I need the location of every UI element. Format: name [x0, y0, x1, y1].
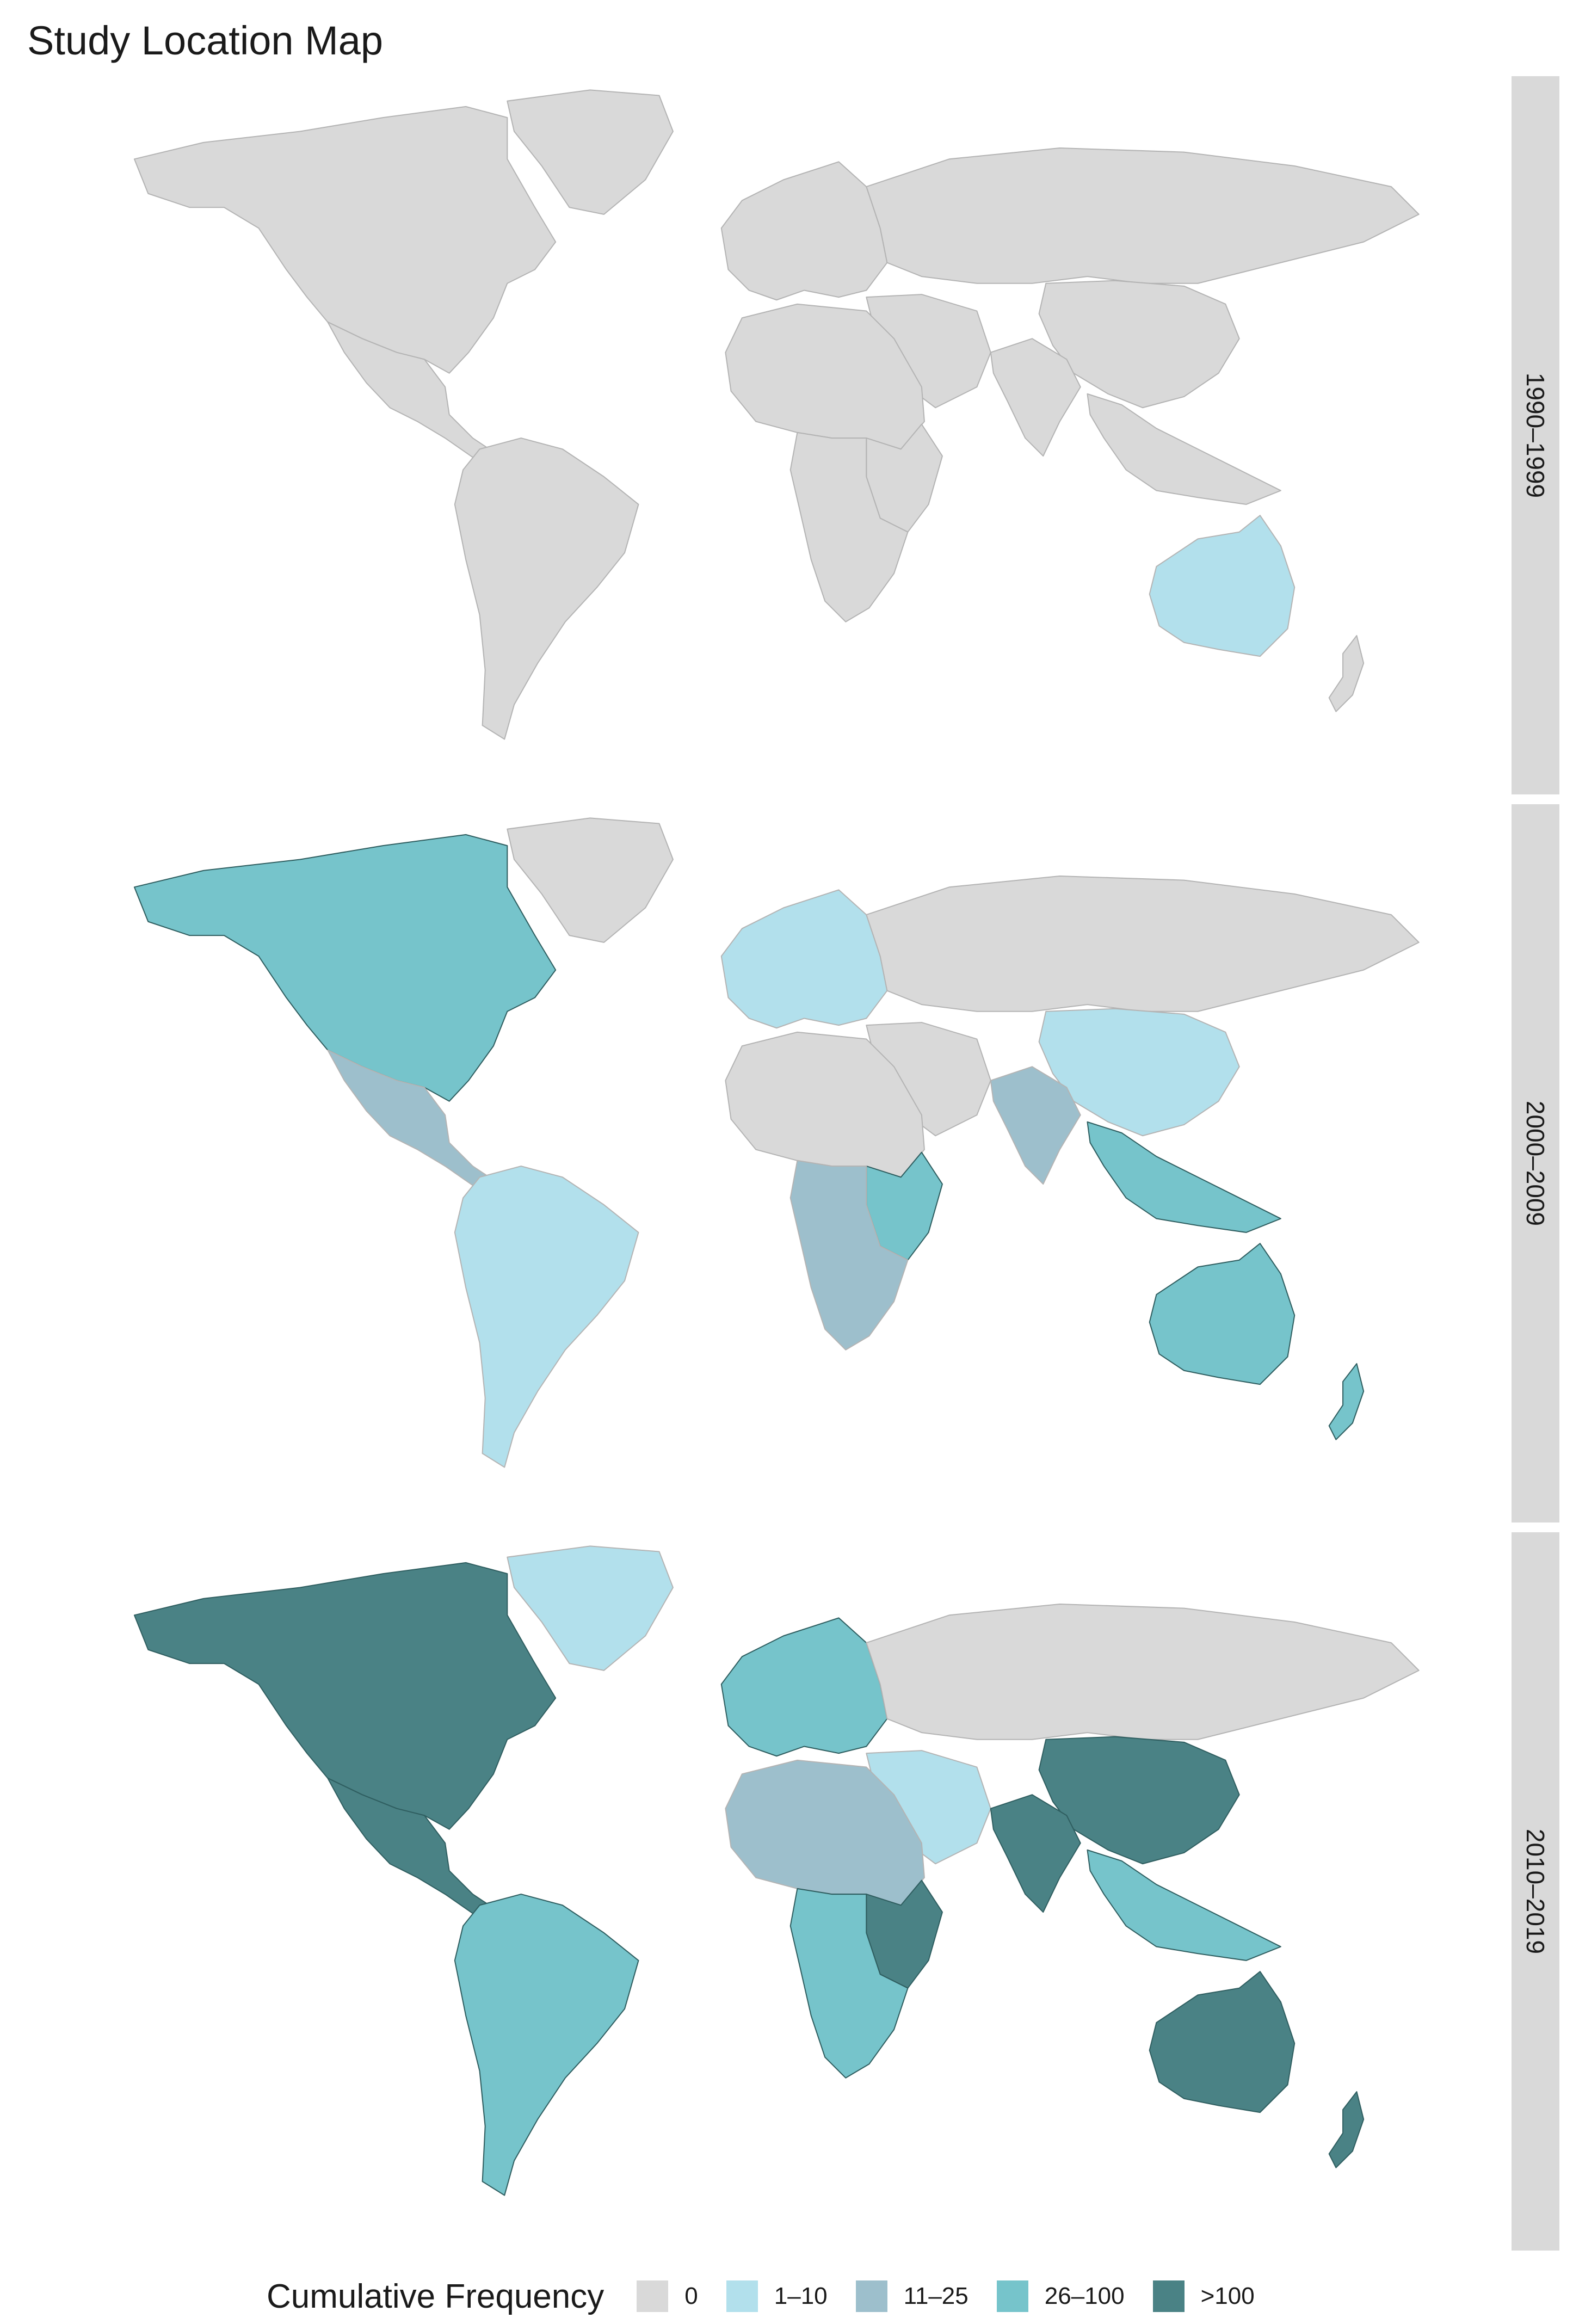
legend-swatch: [855, 2280, 887, 2312]
region-north-america: [133, 1562, 557, 1830]
facet-strip-2010-2019: 2010–2019: [1512, 1532, 1559, 2251]
region-southeast-asia: [1087, 393, 1281, 505]
region-southeast-asia: [1087, 1849, 1281, 1961]
legend-item-2: 11–25: [855, 2280, 969, 2312]
legend-item-4: >100: [1152, 2280, 1255, 2312]
region-russia: [866, 147, 1420, 284]
legend-swatch: [996, 2280, 1028, 2312]
world-map-2000-2009: [133, 817, 1420, 1468]
region-greenland: [507, 89, 674, 215]
region-russia: [866, 875, 1420, 1012]
region-greenland: [507, 817, 674, 943]
legend-label: 26–100: [1044, 2283, 1125, 2309]
world-map-1990-1999: [133, 89, 1420, 740]
region-southern-africa: [789, 1160, 909, 1351]
region-greenland: [507, 1545, 674, 1671]
legend-item-3: 26–100: [996, 2280, 1125, 2312]
world-map-2010-2019: [133, 1545, 1420, 2196]
region-india: [990, 338, 1081, 457]
region-southeast-asia: [1087, 1121, 1281, 1233]
map-panel-2000-2009: [87, 804, 1480, 1522]
legend-label: 0: [684, 2283, 698, 2309]
legend-title: Cumulative Frequency: [267, 2277, 604, 2315]
region-australia: [1149, 515, 1296, 657]
region-new-zealand: [1328, 2091, 1365, 2168]
region-europe: [720, 1617, 888, 1757]
legend-swatch: [637, 2280, 669, 2312]
region-india: [990, 1794, 1081, 1913]
legend-item-0: 0: [637, 2280, 698, 2312]
facet-label: 2000–2009: [1521, 1100, 1550, 1226]
region-europe: [720, 889, 888, 1029]
map-panel-1990-1999: [87, 76, 1480, 794]
map-panel-2010-2019: [87, 1532, 1480, 2251]
legend-swatch: [1152, 2280, 1185, 2312]
region-south-america: [454, 1166, 639, 1468]
region-south-america: [454, 1894, 639, 2196]
legend: Cumulative Frequency 0 1–10 11–25 26–100…: [267, 2274, 1283, 2318]
region-north-america: [133, 834, 557, 1102]
facet-strip-2000-2009: 2000–2009: [1512, 804, 1559, 1522]
facet-strip-1990-1999: 1990–1999: [1512, 76, 1559, 794]
region-russia: [866, 1603, 1420, 1740]
legend-label: 1–10: [774, 2283, 828, 2309]
legend-swatch: [726, 2280, 758, 2312]
region-southern-africa: [789, 431, 909, 622]
region-southern-africa: [789, 1888, 909, 2079]
region-china: [1038, 1008, 1240, 1137]
map-title: Study Location Map: [27, 18, 384, 63]
facet-label: 2010–2019: [1521, 1828, 1550, 1955]
region-india: [990, 1066, 1081, 1185]
region-new-zealand: [1328, 635, 1365, 712]
legend-label: 11–25: [903, 2283, 969, 2309]
region-australia: [1149, 1971, 1296, 2113]
facet-label: 1990–1999: [1521, 372, 1550, 498]
region-europe: [720, 161, 888, 301]
region-china: [1038, 1736, 1240, 1865]
region-north-america: [133, 106, 557, 374]
region-australia: [1149, 1243, 1296, 1385]
region-new-zealand: [1328, 1363, 1365, 1440]
region-south-america: [454, 437, 639, 740]
legend-label: >100: [1200, 2283, 1255, 2309]
region-china: [1038, 280, 1240, 409]
legend-item-1: 1–10: [726, 2280, 828, 2312]
